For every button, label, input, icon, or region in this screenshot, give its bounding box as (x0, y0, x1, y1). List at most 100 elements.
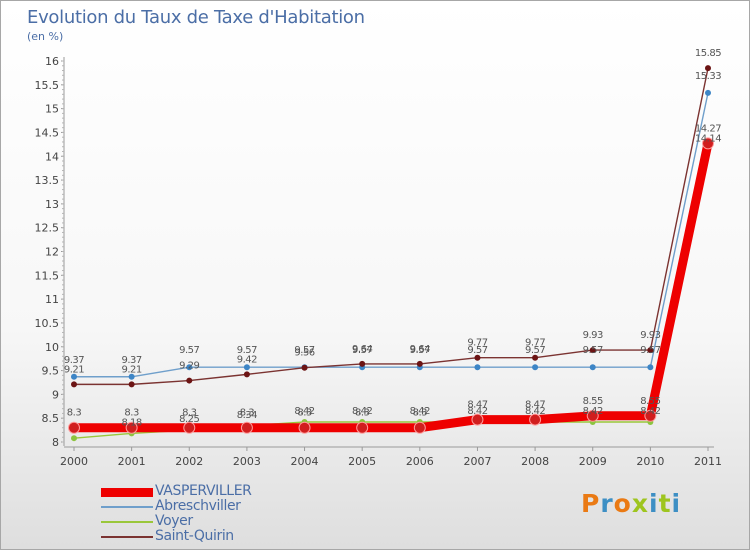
data-point-saint-quirin (705, 65, 711, 72)
data-point-abreschviller (474, 364, 481, 371)
data-point-abreschviller (128, 373, 135, 380)
data-label-voyer: 8.42 (467, 406, 487, 417)
data-label-abreschviller: 9.57 (525, 345, 545, 356)
data-point-abreschviller (243, 364, 250, 371)
data-point-abreschviller (71, 373, 77, 380)
legend-item-voyer: Voyer (101, 513, 341, 529)
y-tick-label: 13 (45, 198, 59, 211)
x-tick-label: 2001 (118, 455, 146, 468)
legend-label-saint-quirin: Saint-Quirin (155, 528, 234, 544)
x-tick-label: 2009 (579, 455, 607, 468)
data-point-vasperviller (125, 421, 138, 434)
data-label-saint-quirin: 9.93 (640, 330, 660, 341)
data-point-saint-quirin (532, 354, 539, 361)
x-tick-label: 2007 (463, 455, 491, 468)
data-label-vasperviller: 8.47 (467, 400, 487, 411)
y-tick-label: 15 (45, 103, 59, 116)
data-label-abreschviller: 9.57 (237, 345, 257, 356)
x-tick-label: 2008 (521, 455, 549, 468)
logo-letter: r (600, 489, 614, 518)
legend-label-abreschviller: Abreschviller (155, 498, 241, 514)
data-label-abreschviller: 9.37 (64, 355, 84, 366)
y-tick-label: 9.5 (42, 365, 60, 378)
data-label-saint-quirin: 9.77 (525, 338, 545, 349)
data-point-vasperviller (702, 137, 714, 150)
data-label-abreschviller: 9.57 (467, 345, 487, 356)
data-label-voyer: 8.42 (525, 406, 545, 417)
y-tick-label: 11 (45, 293, 59, 306)
proxiti-logo: Proxiti (581, 489, 681, 518)
data-label-saint-quirin: 9.42 (237, 354, 257, 365)
data-point-vasperviller (240, 421, 253, 434)
data-label-saint-quirin: 9.29 (179, 361, 199, 372)
logo-letter: i (649, 489, 659, 518)
data-label-saint-quirin: 9.77 (467, 338, 487, 349)
data-label-abreschviller: 9.57 (352, 345, 372, 356)
data-point-vasperviller (183, 421, 196, 434)
legend-swatch-voyer (101, 521, 153, 523)
y-tick-label: 14.5 (35, 126, 60, 139)
data-label-abreschviller: 9.57 (583, 345, 603, 356)
series-line-vasperviller (74, 142, 713, 433)
legend-label-vasperviller: VASPERVILLER (155, 483, 252, 499)
data-point-abreschviller (589, 364, 596, 371)
data-label-abreschviller: 9.57 (640, 345, 660, 356)
logo-letter: i (671, 489, 682, 518)
data-point-vasperviller (644, 409, 657, 422)
data-label-vasperviller: 14.27 (695, 123, 721, 134)
data-point-abreschviller (186, 364, 193, 371)
data-point-abreschviller (647, 364, 654, 371)
series-line-saint-quirin (74, 68, 709, 386)
data-label-saint-quirin: 9.56 (294, 348, 314, 359)
data-label-vasperviller: 8.3 (297, 408, 312, 419)
y-tick-label: 8 (52, 436, 59, 449)
data-label-saint-quirin: 9.21 (64, 364, 84, 375)
legend-swatch-vasperviller (101, 487, 153, 497)
data-label-voyer: 8.18 (122, 417, 142, 428)
y-tick-label: 11.5 (35, 269, 60, 282)
legend-swatch-saint-quirin (101, 536, 153, 538)
data-label-voyer: 8.42 (352, 406, 372, 417)
data-point-vasperviller (529, 413, 542, 426)
data-label-vasperviller: 8.3 (413, 408, 428, 419)
logo-letter: t (658, 489, 672, 518)
data-label-voyer: 8.25 (179, 414, 199, 425)
legend-item-saint-quirin: Saint-Quirin (101, 528, 341, 544)
data-point-vasperviller (413, 421, 426, 434)
data-point-saint-quirin (301, 364, 308, 371)
data-point-saint-quirin (647, 347, 654, 354)
data-label-abreschviller: 9.57 (410, 345, 430, 356)
x-tick-label: 2006 (406, 455, 434, 468)
data-label-vasperviller: 8.3 (240, 408, 255, 419)
x-tick-label: 2004 (291, 455, 319, 468)
data-label-saint-quirin: 9.64 (410, 344, 430, 355)
y-tick-label: 10.5 (35, 317, 60, 330)
data-label-saint-quirin: 15.85 (695, 48, 721, 59)
y-tick-label: 10 (45, 341, 59, 354)
data-point-vasperviller (68, 421, 80, 434)
data-label-vasperviller: 8.55 (583, 396, 603, 407)
data-point-saint-quirin (359, 360, 366, 367)
data-point-vasperviller (356, 421, 369, 434)
y-tick-label: 16 (45, 55, 59, 68)
data-label-vasperviller: 8.47 (525, 400, 545, 411)
series-line-voyer (73, 149, 709, 439)
data-label-voyer: 8.42 (410, 406, 430, 417)
data-label-abreschviller: 9.57 (179, 345, 199, 356)
data-label-abreschviller: 9.57 (294, 345, 314, 356)
data-label-voyer: 8.42 (294, 406, 314, 417)
y-tick-label: 12 (45, 246, 59, 259)
chart-unit-label: (en %) (27, 30, 64, 43)
data-point-voyer (71, 435, 77, 442)
legend-label-voyer: Voyer (155, 513, 193, 529)
x-tick-label: 2000 (60, 455, 88, 468)
chart-title: Evolution du Taux de Taxe d'Habitation (27, 7, 365, 28)
chart-legend: VASPERVILLER Abreschviller Voyer Saint-Quir… (101, 483, 341, 544)
x-tick-label: 2003 (233, 455, 261, 468)
data-label-saint-quirin: 9.93 (583, 330, 603, 341)
data-point-vasperviller (471, 413, 484, 426)
y-tick-label: 13.5 (35, 174, 60, 187)
data-point-saint-quirin (589, 347, 596, 354)
